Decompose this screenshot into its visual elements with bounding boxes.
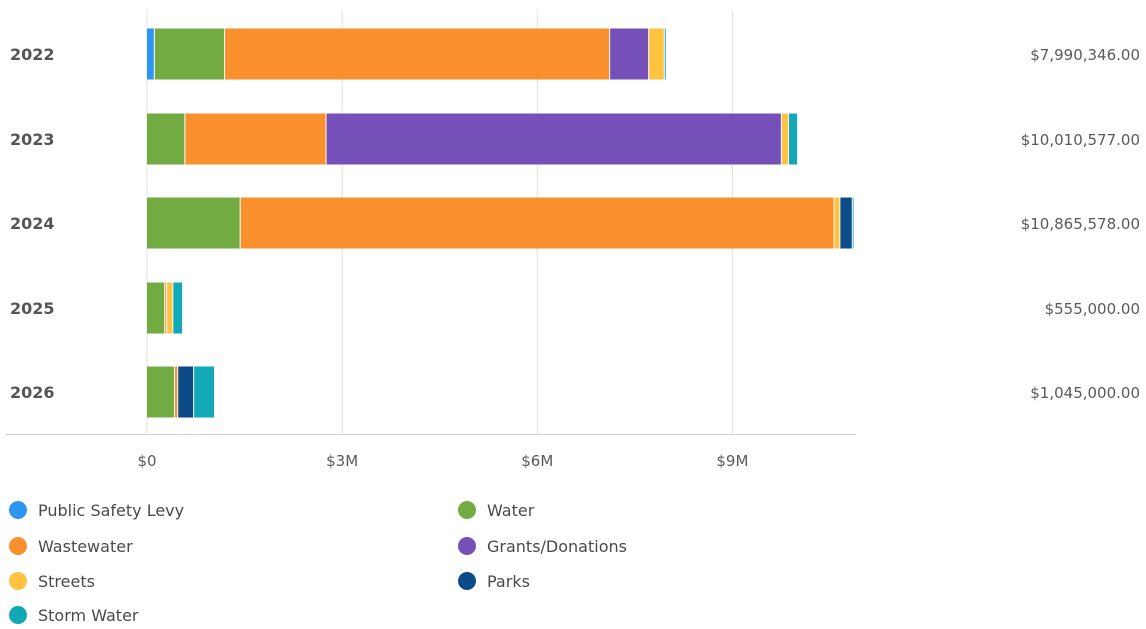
bar-2023-storm-water[interactable]: [789, 113, 798, 165]
legend-label-storm-water[interactable]: Storm Water: [38, 606, 139, 625]
bar-2024-storm-water[interactable]: [852, 197, 854, 249]
legend-label-parks[interactable]: Parks: [487, 572, 530, 591]
legend-marker-parks[interactable]: [458, 572, 476, 590]
category-label-2023: 2023: [10, 130, 55, 149]
legend-marker-public-safety-levy[interactable]: [9, 501, 27, 519]
bar-2023-wastewater[interactable]: [185, 113, 326, 165]
x-tick-label: $0: [137, 452, 156, 470]
bar-2022-public-safety-levy[interactable]: [147, 28, 154, 80]
legend-label-public-safety-levy[interactable]: Public Safety Levy: [38, 501, 184, 520]
bar-2022-wastewater[interactable]: [225, 28, 610, 80]
category-label-2022: 2022: [10, 45, 55, 64]
category-label-2025: 2025: [10, 299, 55, 318]
bar-2026-parks[interactable]: [178, 366, 194, 418]
legend-marker-streets[interactable]: [9, 572, 27, 590]
legend-label-streets[interactable]: Streets: [38, 572, 95, 591]
category-label-2026: 2026: [10, 383, 55, 402]
x-tick-label: $6M: [521, 452, 553, 470]
bar-2025-storm-water[interactable]: [173, 282, 183, 334]
bar-2022-water[interactable]: [154, 28, 225, 80]
total-label-2023: $10,010,577.00: [1021, 131, 1140, 149]
bar-2024-wastewater[interactable]: [240, 197, 834, 249]
legend-marker-storm-water[interactable]: [9, 606, 27, 624]
bar-2026-wastewater[interactable]: [174, 366, 178, 418]
legend-label-wastewater[interactable]: Wastewater: [38, 537, 133, 556]
bar-2023-grants-donations[interactable]: [326, 113, 781, 165]
total-label-2026: $1,045,000.00: [1030, 384, 1140, 402]
bar-2022-grants-donations[interactable]: [610, 28, 649, 80]
bar-2025-streets[interactable]: [167, 282, 173, 334]
bar-2023-water[interactable]: [147, 113, 185, 165]
legend-marker-wastewater[interactable]: [9, 537, 27, 555]
x-tick-label: $9M: [716, 452, 748, 470]
total-label-2022: $7,990,346.00: [1030, 46, 1140, 64]
legend-marker-grants-donations[interactable]: [458, 537, 476, 555]
bar-2026-water[interactable]: [147, 366, 174, 418]
bar-2025-water[interactable]: [147, 282, 165, 334]
total-label-2025: $555,000.00: [1045, 300, 1140, 318]
x-tick-label: $3M: [326, 452, 358, 470]
bar-2024-parks[interactable]: [840, 197, 852, 249]
bar-2024-water[interactable]: [147, 197, 240, 249]
bar-2025-wastewater[interactable]: [165, 282, 167, 334]
bar-2024-streets[interactable]: [834, 197, 840, 249]
bar-2023-streets[interactable]: [781, 113, 789, 165]
legend-marker-water[interactable]: [458, 501, 476, 519]
bar-2026-storm-water[interactable]: [194, 366, 214, 418]
bar-2022-storm-water[interactable]: [664, 28, 666, 80]
bar-2022-streets[interactable]: [649, 28, 664, 80]
category-label-2024: 2024: [10, 214, 55, 233]
legend-label-water[interactable]: Water: [487, 501, 535, 520]
legend-label-grants-donations[interactable]: Grants/Donations: [487, 537, 627, 556]
total-label-2024: $10,865,578.00: [1021, 215, 1140, 233]
